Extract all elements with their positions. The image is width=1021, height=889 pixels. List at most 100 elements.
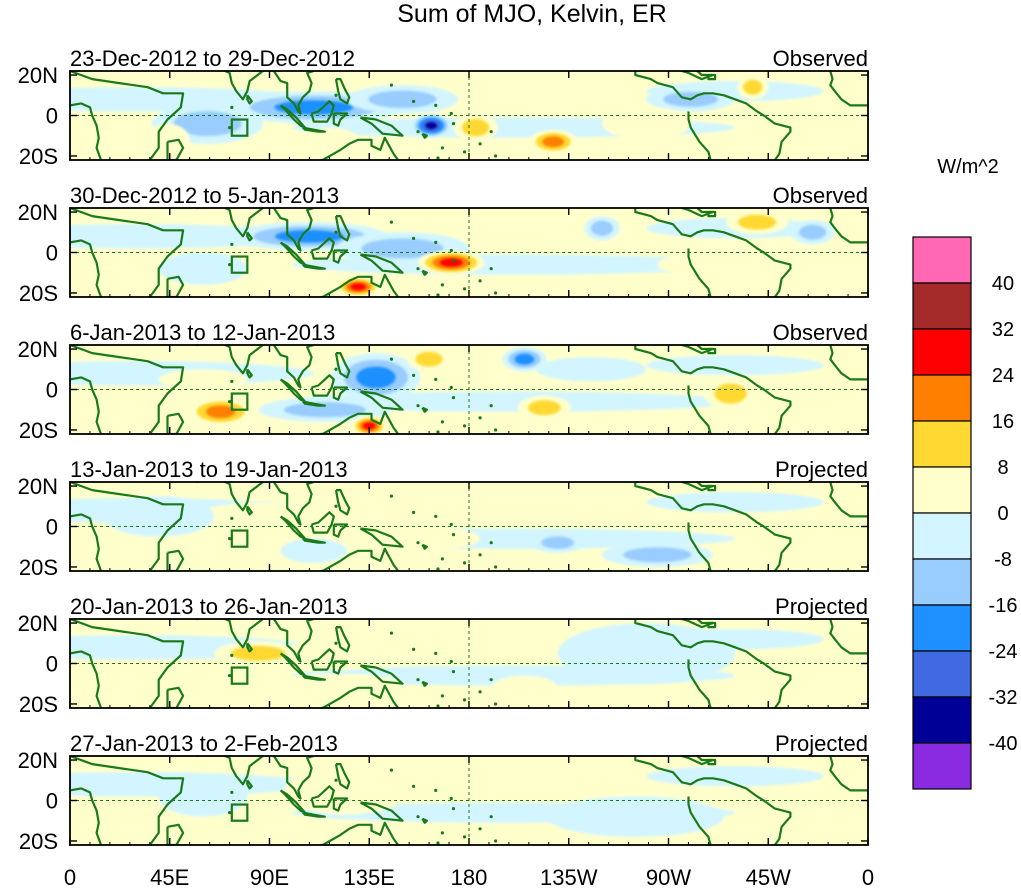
x-tick-label: 90E — [250, 865, 289, 889]
x-tick-label: 180 — [451, 865, 488, 889]
coastline — [421, 543, 428, 550]
island — [416, 130, 420, 134]
island — [494, 839, 498, 843]
coastline — [332, 112, 349, 127]
x-tick-label: 0 — [862, 865, 874, 889]
y-tick-label: 20N — [18, 474, 58, 499]
y-tick-label: 20S — [19, 418, 58, 443]
anomaly-background-band — [646, 355, 824, 376]
island — [440, 831, 444, 835]
island — [434, 240, 438, 244]
panel: 20N 0 20S 20-Jan-2013 to 26-Jan-2013 Project… — [18, 594, 869, 717]
coastline — [70, 345, 185, 434]
chart-title: Sum of MJO, Kelvin, ER — [397, 0, 667, 28]
island — [334, 93, 338, 97]
panel: 20N 0 20S 30-Dec-2012 to 5-Jan-2013 Observed — [18, 183, 869, 306]
island — [478, 279, 482, 283]
colorbar-swatch — [912, 328, 972, 376]
y-tick-label: 0 — [46, 104, 58, 129]
island — [494, 291, 498, 295]
island — [449, 248, 453, 253]
coastline — [332, 249, 349, 264]
anomaly-field — [70, 766, 824, 839]
colorbar-level-label: -16 — [989, 595, 1018, 617]
island — [389, 83, 394, 87]
island — [228, 811, 232, 815]
panel: 20N 0 20S 13-Jan-2013 to 19-Jan-2013 Project… — [18, 457, 869, 580]
anomaly-contour — [173, 111, 242, 137]
coastline — [70, 239, 103, 297]
coastline — [334, 626, 351, 653]
coastline — [829, 482, 868, 518]
coastline — [687, 522, 712, 571]
coastline — [310, 374, 335, 397]
coastline — [634, 71, 792, 160]
coastline — [302, 263, 326, 270]
island — [449, 659, 453, 664]
coastline — [334, 78, 351, 105]
coastline — [829, 208, 868, 244]
island — [489, 267, 493, 271]
coastline — [310, 648, 335, 671]
region-box — [230, 803, 249, 822]
y-tick-label: 20N — [18, 337, 58, 362]
anomaly-contour — [514, 353, 535, 365]
coastline — [196, 619, 264, 649]
coastline — [246, 231, 253, 242]
coastline — [70, 376, 103, 434]
island — [411, 784, 416, 788]
anomaly-contour — [497, 629, 552, 650]
coastline — [707, 484, 717, 492]
x-tick-label: 45E — [150, 865, 189, 889]
coastline — [166, 686, 185, 708]
coastline — [421, 817, 428, 824]
coastline — [272, 619, 315, 663]
x-tick-label: 135E — [344, 865, 395, 889]
anomaly-contour — [350, 283, 366, 291]
anomaly-contour — [283, 402, 366, 418]
anomaly-contour — [285, 766, 410, 815]
coastline — [302, 400, 326, 407]
island — [440, 146, 444, 150]
coastline — [421, 132, 428, 139]
coastline — [320, 136, 399, 160]
coastline — [359, 664, 404, 685]
coastline — [707, 347, 717, 355]
island — [478, 553, 482, 557]
x-tick-label: 135W — [540, 865, 598, 889]
island — [449, 111, 453, 116]
anomaly-contour — [368, 90, 437, 109]
coastline — [302, 126, 326, 133]
coastline — [166, 412, 185, 434]
colorbar-units-label: W/m^2 — [937, 156, 999, 178]
island — [334, 504, 338, 508]
coastlines — [70, 482, 868, 571]
colorbar-level-label: 32 — [992, 319, 1014, 341]
colorbar-swatch — [912, 374, 972, 422]
anomaly-contour — [205, 405, 236, 419]
y-tick-label: 0 — [46, 789, 58, 814]
coastline — [421, 680, 428, 687]
island — [494, 702, 498, 706]
coastline — [829, 345, 868, 381]
coastline — [829, 756, 868, 792]
coastline — [70, 787, 103, 845]
coastline — [246, 505, 253, 516]
panel: 20N 0 20S 27-Jan-2013 to 2-Feb-2013 Projecte… — [18, 731, 869, 854]
coastline — [279, 515, 307, 540]
coastline — [707, 73, 717, 81]
island — [434, 103, 438, 107]
coastline — [634, 208, 792, 297]
panel-period-label: 30-Dec-2012 to 5-Jan-2013 — [70, 183, 339, 208]
island — [449, 385, 453, 390]
island — [416, 267, 420, 271]
colorbar-level-label: 16 — [992, 411, 1014, 433]
island — [411, 99, 416, 103]
coastline — [70, 650, 103, 708]
panel-status-label: Projected — [775, 731, 868, 756]
coastline — [310, 237, 335, 260]
island — [489, 815, 493, 819]
coastline — [334, 215, 351, 242]
island — [230, 105, 234, 110]
coastline — [707, 210, 717, 218]
